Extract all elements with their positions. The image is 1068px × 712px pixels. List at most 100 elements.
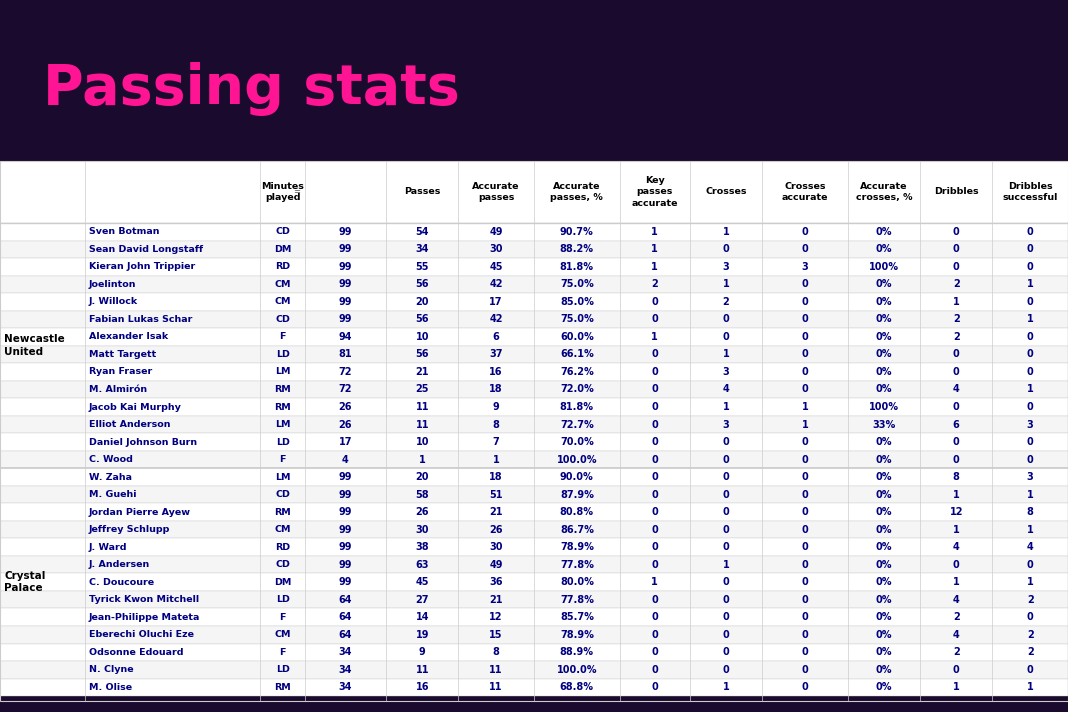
- Text: 0: 0: [651, 595, 658, 604]
- Text: 70.0%: 70.0%: [560, 437, 594, 447]
- Text: 0: 0: [801, 665, 808, 675]
- Text: 99: 99: [339, 279, 352, 289]
- Text: 99: 99: [339, 525, 352, 535]
- Bar: [0, 661, 1068, 679]
- Text: 8: 8: [1026, 507, 1034, 517]
- Text: 0: 0: [1026, 227, 1034, 237]
- Text: 0%: 0%: [876, 507, 892, 517]
- Text: Eberechi Oluchi Eze: Eberechi Oluchi Eze: [89, 630, 193, 639]
- Text: 45: 45: [489, 262, 503, 272]
- Text: 0: 0: [651, 437, 658, 447]
- Text: 26: 26: [489, 525, 503, 535]
- Text: Alexander Isak: Alexander Isak: [89, 333, 168, 342]
- Text: F: F: [280, 455, 286, 464]
- Text: 0%: 0%: [876, 629, 892, 640]
- Text: 0: 0: [801, 542, 808, 552]
- Text: 0: 0: [801, 279, 808, 289]
- Text: CD: CD: [276, 490, 290, 499]
- Text: RD: RD: [276, 543, 290, 552]
- Text: 4: 4: [953, 542, 959, 552]
- Text: 3: 3: [1026, 472, 1034, 482]
- Bar: [0, 363, 1068, 381]
- Text: Ryan Fraser: Ryan Fraser: [89, 367, 152, 377]
- Text: 1: 1: [723, 227, 729, 237]
- Text: Fabian Lukas Schar: Fabian Lukas Schar: [89, 315, 192, 324]
- Text: 0: 0: [723, 507, 729, 517]
- Bar: [0, 416, 1068, 434]
- Text: 21: 21: [489, 507, 503, 517]
- Text: 2: 2: [953, 332, 959, 342]
- Bar: [0, 679, 1068, 696]
- Text: 100.0%: 100.0%: [556, 454, 597, 464]
- Text: 64: 64: [339, 595, 352, 604]
- Text: 11: 11: [415, 665, 429, 675]
- Text: 64: 64: [339, 629, 352, 640]
- Text: 94: 94: [339, 332, 352, 342]
- Text: 68.8%: 68.8%: [560, 682, 594, 692]
- Text: 0: 0: [651, 472, 658, 482]
- Text: 0: 0: [801, 647, 808, 657]
- Text: 10: 10: [415, 332, 429, 342]
- Text: 0: 0: [651, 454, 658, 464]
- Text: 0%: 0%: [876, 595, 892, 604]
- Text: 9: 9: [492, 402, 500, 412]
- Text: 99: 99: [339, 507, 352, 517]
- Text: 37: 37: [489, 350, 503, 360]
- Text: 0: 0: [801, 297, 808, 307]
- Text: 1: 1: [953, 525, 959, 535]
- Text: 18: 18: [489, 472, 503, 482]
- Text: 1: 1: [1026, 384, 1034, 394]
- Text: 26: 26: [415, 507, 429, 517]
- Text: 2: 2: [1026, 595, 1034, 604]
- Text: 34: 34: [415, 244, 429, 254]
- Bar: [0, 434, 1068, 451]
- Text: RM: RM: [274, 402, 290, 412]
- Text: 0: 0: [801, 227, 808, 237]
- Text: 72.7%: 72.7%: [560, 419, 594, 429]
- Text: J. Ward: J. Ward: [89, 543, 127, 552]
- Text: LM: LM: [274, 473, 290, 481]
- Text: 3: 3: [1026, 419, 1034, 429]
- Text: 8: 8: [953, 472, 960, 482]
- Text: 0: 0: [953, 560, 959, 570]
- Text: 2: 2: [1026, 629, 1034, 640]
- Text: 1: 1: [1026, 577, 1034, 587]
- Text: F: F: [280, 613, 286, 622]
- Text: 4: 4: [723, 384, 729, 394]
- Text: 81.8%: 81.8%: [560, 402, 594, 412]
- Text: 90.7%: 90.7%: [560, 227, 594, 237]
- Text: 0: 0: [801, 472, 808, 482]
- Text: 8: 8: [492, 647, 500, 657]
- Text: 11: 11: [489, 682, 503, 692]
- Text: 0%: 0%: [876, 227, 892, 237]
- Text: 72: 72: [339, 367, 352, 377]
- Text: 0: 0: [801, 437, 808, 447]
- Text: 0: 0: [953, 244, 959, 254]
- Text: 0: 0: [723, 665, 729, 675]
- Text: 1: 1: [723, 402, 729, 412]
- Text: 0%: 0%: [876, 384, 892, 394]
- Text: 99: 99: [339, 577, 352, 587]
- Text: 0: 0: [801, 595, 808, 604]
- Text: 99: 99: [339, 542, 352, 552]
- Text: Odsonne Edouard: Odsonne Edouard: [89, 648, 184, 656]
- Text: 4: 4: [1026, 542, 1034, 552]
- Text: 1: 1: [651, 227, 658, 237]
- Text: 0: 0: [723, 612, 729, 622]
- Text: Passes: Passes: [404, 187, 440, 197]
- Text: 20: 20: [415, 297, 429, 307]
- Text: 88.9%: 88.9%: [560, 647, 594, 657]
- Text: 30: 30: [415, 525, 429, 535]
- Text: 0%: 0%: [876, 367, 892, 377]
- Text: 99: 99: [339, 472, 352, 482]
- Text: Crosses
accurate: Crosses accurate: [782, 182, 828, 202]
- Bar: [0, 293, 1068, 310]
- Text: Sean David Longstaff: Sean David Longstaff: [89, 245, 203, 254]
- Bar: [0, 328, 1068, 346]
- Text: Key
passes
accurate: Key passes accurate: [631, 177, 678, 208]
- Text: Daniel Johnson Burn: Daniel Johnson Burn: [89, 438, 197, 446]
- Text: 0%: 0%: [876, 490, 892, 500]
- Text: CD: CD: [276, 315, 290, 324]
- Text: 49: 49: [489, 227, 503, 237]
- Text: Dribbles: Dribbles: [933, 187, 978, 197]
